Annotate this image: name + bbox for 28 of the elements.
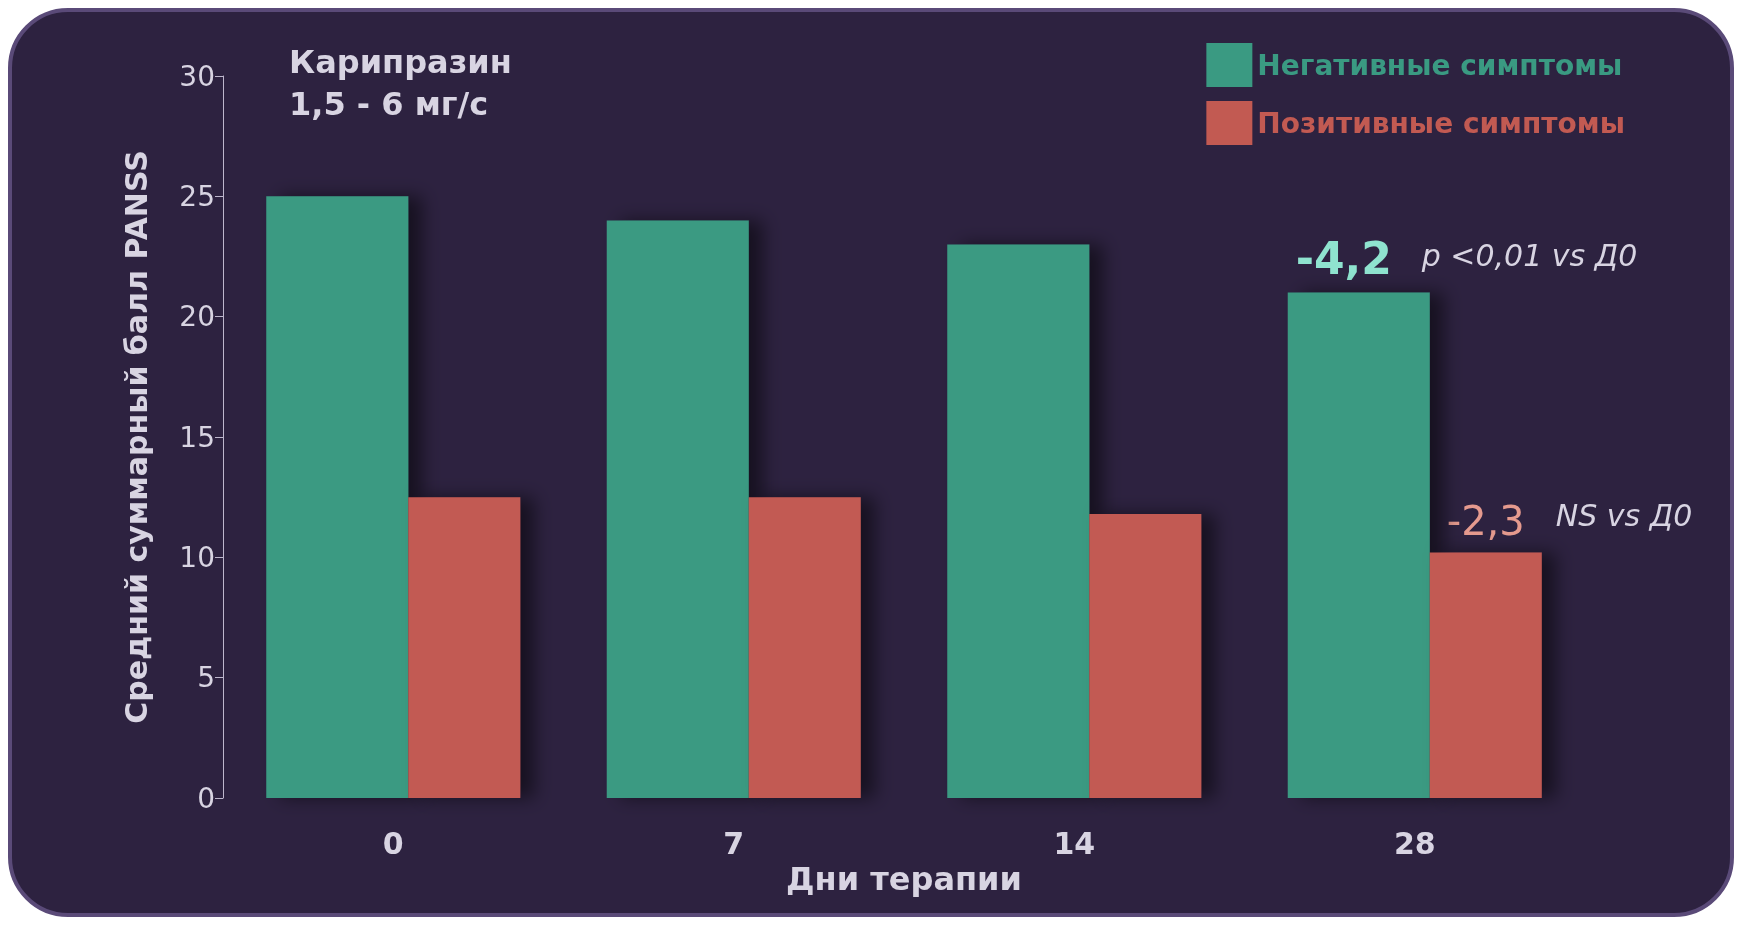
annotation: -4,2: [1295, 233, 1392, 285]
annotation: -2,3: [1446, 497, 1525, 544]
y-tick-label: 15: [179, 420, 215, 454]
bar: [1287, 292, 1430, 798]
annotation: NS vs Д0: [1555, 498, 1693, 534]
bar: [606, 220, 749, 798]
y-axis-title: Средний суммарный балл PANSS: [118, 150, 154, 724]
x-tick-label: 14: [1053, 825, 1096, 861]
y-tick-label: 10: [179, 540, 215, 574]
y-tick-label: 30: [179, 59, 215, 93]
bar: [1429, 552, 1542, 798]
y-tick-label: 20: [179, 300, 215, 334]
annotation: p <0,01 vs Д0: [1420, 238, 1638, 274]
legend-label: Негативные симптомы: [1257, 48, 1623, 82]
x-tick-label: 28: [1393, 825, 1436, 861]
legend-label: Позитивные симптомы: [1257, 106, 1626, 140]
y-tick-label: 25: [179, 179, 215, 213]
y-tick-label: 5: [197, 661, 215, 695]
bar: [266, 196, 409, 798]
x-axis-title: Дни терапии: [786, 859, 1022, 898]
x-tick-label: 7: [723, 825, 745, 861]
bar: [748, 497, 861, 798]
bar: [1089, 514, 1202, 798]
bar: [408, 497, 521, 798]
x-tick-label: 0: [382, 825, 404, 861]
y-tick-label: 0: [197, 781, 215, 815]
bar: [947, 244, 1090, 798]
chart-title: Карипразин 1,5 - 6 мг/с: [289, 43, 512, 123]
